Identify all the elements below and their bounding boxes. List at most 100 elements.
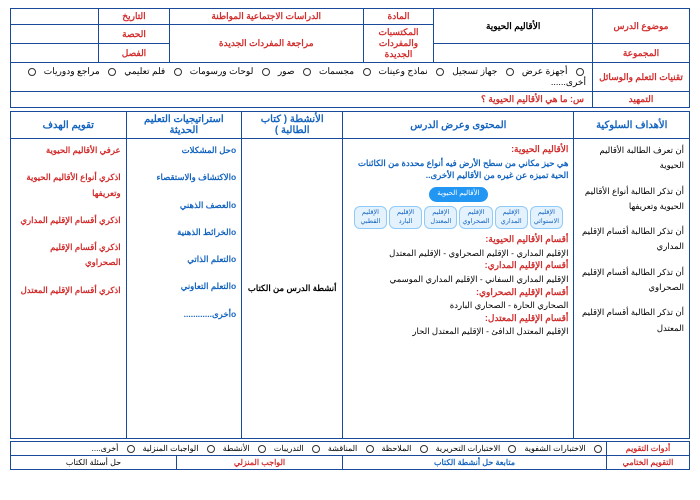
radio-icon[interactable]: [366, 445, 374, 453]
tool-option: الواجبات المنزلية: [143, 444, 217, 453]
radio-icon[interactable]: [207, 445, 215, 453]
final-2: الواجب المنزلي: [177, 456, 343, 470]
content-line3: الصحاري الحارة - الصحاري الباردة: [348, 299, 568, 312]
vocab-label: المكتسبات والمفردات الجديدة: [363, 25, 434, 63]
objective-item: أن تذكر الطالبة أقسام الإقليم المداري: [579, 224, 684, 255]
tech-option: جهاز تسجيل: [452, 66, 516, 76]
radio-icon[interactable]: [303, 68, 311, 76]
vocab-value: مراجعة المفردات الجديدة: [169, 25, 363, 63]
footer-table: أدوات التقويم الاختبارات الشفوية الاختبا…: [10, 441, 690, 470]
strategy-item: oالخرائط الذهنية: [132, 225, 237, 240]
tool-option: أخرى....: [92, 444, 137, 453]
strategy-item: oحل المشكلات: [132, 143, 237, 158]
radio-icon[interactable]: [420, 445, 428, 453]
diagram-box: الإقليم القطبي: [354, 206, 387, 230]
tool-option: الملاحظة: [382, 444, 430, 453]
content-def: هي حيز مكاني من سطح الأرض فيه أنواع محدد…: [348, 157, 568, 183]
tech-label: تقنيات التعلم والوسائل: [593, 63, 690, 92]
tech-options: أجهزة عرض جهاز تسجيل نماذج وعينات مجسمات…: [11, 63, 593, 92]
content-title1: الأقاليم الحيوية:: [348, 143, 568, 157]
group-value: [434, 44, 593, 63]
activities-cell: أنشطة الدرس من الكتاب: [242, 139, 343, 439]
content-title4: أقسام الإقليم الصحراوي:: [348, 286, 568, 300]
strategies-cell: oحل المشكلات oالاكتشاف والاستقصاء oالعصف ا…: [126, 139, 242, 439]
content-line2: الإقليم المداري السفاني - الإقليم المدار…: [348, 273, 568, 286]
objective-item: أن تذكر الطالبة أنواع الأقاليم الحيوية و…: [579, 184, 684, 215]
lesson-topic-label: موضوع الدرس: [593, 9, 690, 44]
tech-option: صور: [278, 66, 313, 76]
content-title5: أقسام الإقليم المعتدل:: [348, 312, 568, 326]
col-content: المحتوى وعرض الدرس: [343, 112, 574, 139]
objective-item: أن تعرف الطالبة الأقاليم الحيوية: [579, 143, 684, 174]
content-title2: أقسام الأقاليم الحيوية:: [348, 233, 568, 247]
strategy-item: oأخرى............: [132, 307, 237, 322]
col-activities: الأنشطة ( كتاب الطالبة ): [242, 112, 343, 139]
evaluation-item: اذكري أقسام الإقليم المداري: [16, 213, 121, 228]
radio-icon[interactable]: [258, 445, 266, 453]
evaluation-item: اذكري أنواع الأقاليم الحيوية وتعريفها: [16, 170, 121, 201]
subject-label: المادة: [363, 9, 434, 25]
objective-item: أن تذكر الطالبة أقسام الإقليم المعتدل: [579, 305, 684, 336]
date-label: التاريخ: [99, 9, 170, 25]
tech-option: مراجع ودوريات: [44, 66, 118, 76]
radio-icon[interactable]: [363, 68, 371, 76]
diagram-title: الأقاليم الحيوية: [429, 187, 487, 202]
radio-icon[interactable]: [108, 68, 116, 76]
radio-icon[interactable]: [312, 445, 320, 453]
tamheed-label: التمهيد: [593, 92, 690, 108]
radio-icon[interactable]: [436, 68, 444, 76]
tech-option: لوحات ورسومات: [190, 66, 272, 76]
col-objectives: الأهداف السلوكية: [574, 112, 690, 139]
diagram-box: الإقليم الصحراوي: [459, 206, 492, 230]
main-table: الأهداف السلوكية المحتوى وعرض الدرس الأن…: [10, 111, 690, 439]
strategy-item: oالتعلم التعاوني: [132, 279, 237, 294]
group-label: المجموعة: [593, 44, 690, 63]
col-evaluation: تقويم الهدف: [11, 112, 127, 139]
tech-option: نماذج وعينات: [379, 66, 447, 76]
final-3: حل أسئلة الكتاب: [11, 456, 177, 470]
strategy-item: oالعصف الذهني: [132, 198, 237, 213]
tools-label: أدوات التقويم: [607, 442, 690, 456]
final-label: التقويم الختامي: [607, 456, 690, 470]
tools-options: الاختبارات الشفوية الاختبارات التحريرية …: [11, 442, 607, 456]
radio-icon[interactable]: [28, 68, 36, 76]
evaluation-item: اذكري أقسام الإقليم المعتدل: [16, 283, 121, 298]
tool-option: الاختبارات التحريرية: [436, 444, 519, 453]
evaluation-cell: عرفي الأقاليم الحيوية اذكري أنواع الأقالي…: [11, 139, 127, 439]
diagram-box: الإقليم البارد: [389, 206, 422, 230]
diagram-box: الإقليم المداري: [495, 206, 528, 230]
content-cell: الأقاليم الحيوية: هي حيز مكاني من سطح ال…: [343, 139, 574, 439]
col-strategies: استراتيجيات التعليم الحديثة: [126, 112, 242, 139]
content-line1: الإقليم المداري - الإقليم الصحراوي - الإ…: [348, 247, 568, 260]
radio-icon[interactable]: [174, 68, 182, 76]
radio-icon[interactable]: [506, 68, 514, 76]
tech-option: فلم تعليمي: [124, 66, 184, 76]
header-table: موضوع الدرس الأقاليم الحيوية المادة الدر…: [10, 8, 690, 108]
evaluation-item: اذكري أقسام الإقليم الصحراوي: [16, 240, 121, 271]
tool-option: الاختبارات الشفوية: [524, 444, 604, 453]
objective-item: أن تذكر الطالبة أقسام الإقليم الصحراوي: [579, 265, 684, 296]
tool-option: الأنشطة: [223, 444, 268, 453]
radio-icon[interactable]: [262, 68, 270, 76]
date-value: [11, 9, 99, 25]
lesson-topic: الأقاليم الحيوية: [434, 9, 593, 44]
diagram-box: الإقليم الاستوائي: [530, 206, 563, 230]
radio-icon[interactable]: [508, 445, 516, 453]
tamheed-question: س: ما هي الأقاليم الحيوية ؟: [11, 92, 593, 108]
tool-option: المناقشة: [328, 444, 376, 453]
final-1: متابعة حل أنشطة الكتاب: [342, 456, 606, 470]
objectives-cell: أن تعرف الطالبة الأقاليم الحيوية أن تذكر …: [574, 139, 690, 439]
subject-value: الدراسات الاجتماعية المواطنة: [169, 9, 363, 25]
strategy-item: oالاكتشاف والاستقصاء: [132, 170, 237, 185]
diagram: الأقاليم الحيوية الإقليم الاستوائيالإقلي…: [354, 186, 563, 229]
class-label: الحصة: [99, 25, 170, 44]
strategy-item: oالتعلم الذاتي: [132, 252, 237, 267]
radio-icon[interactable]: [594, 445, 602, 453]
class-value: [11, 25, 99, 44]
radio-icon[interactable]: [576, 68, 584, 76]
radio-icon[interactable]: [127, 445, 135, 453]
content-line4: الإقليم المعتدل الدافئ - الإقليم المعتدل…: [348, 325, 568, 338]
diagram-box: الإقليم المعتدل: [424, 206, 457, 230]
semester-value: [11, 44, 99, 63]
evaluation-item: عرفي الأقاليم الحيوية: [16, 143, 121, 158]
